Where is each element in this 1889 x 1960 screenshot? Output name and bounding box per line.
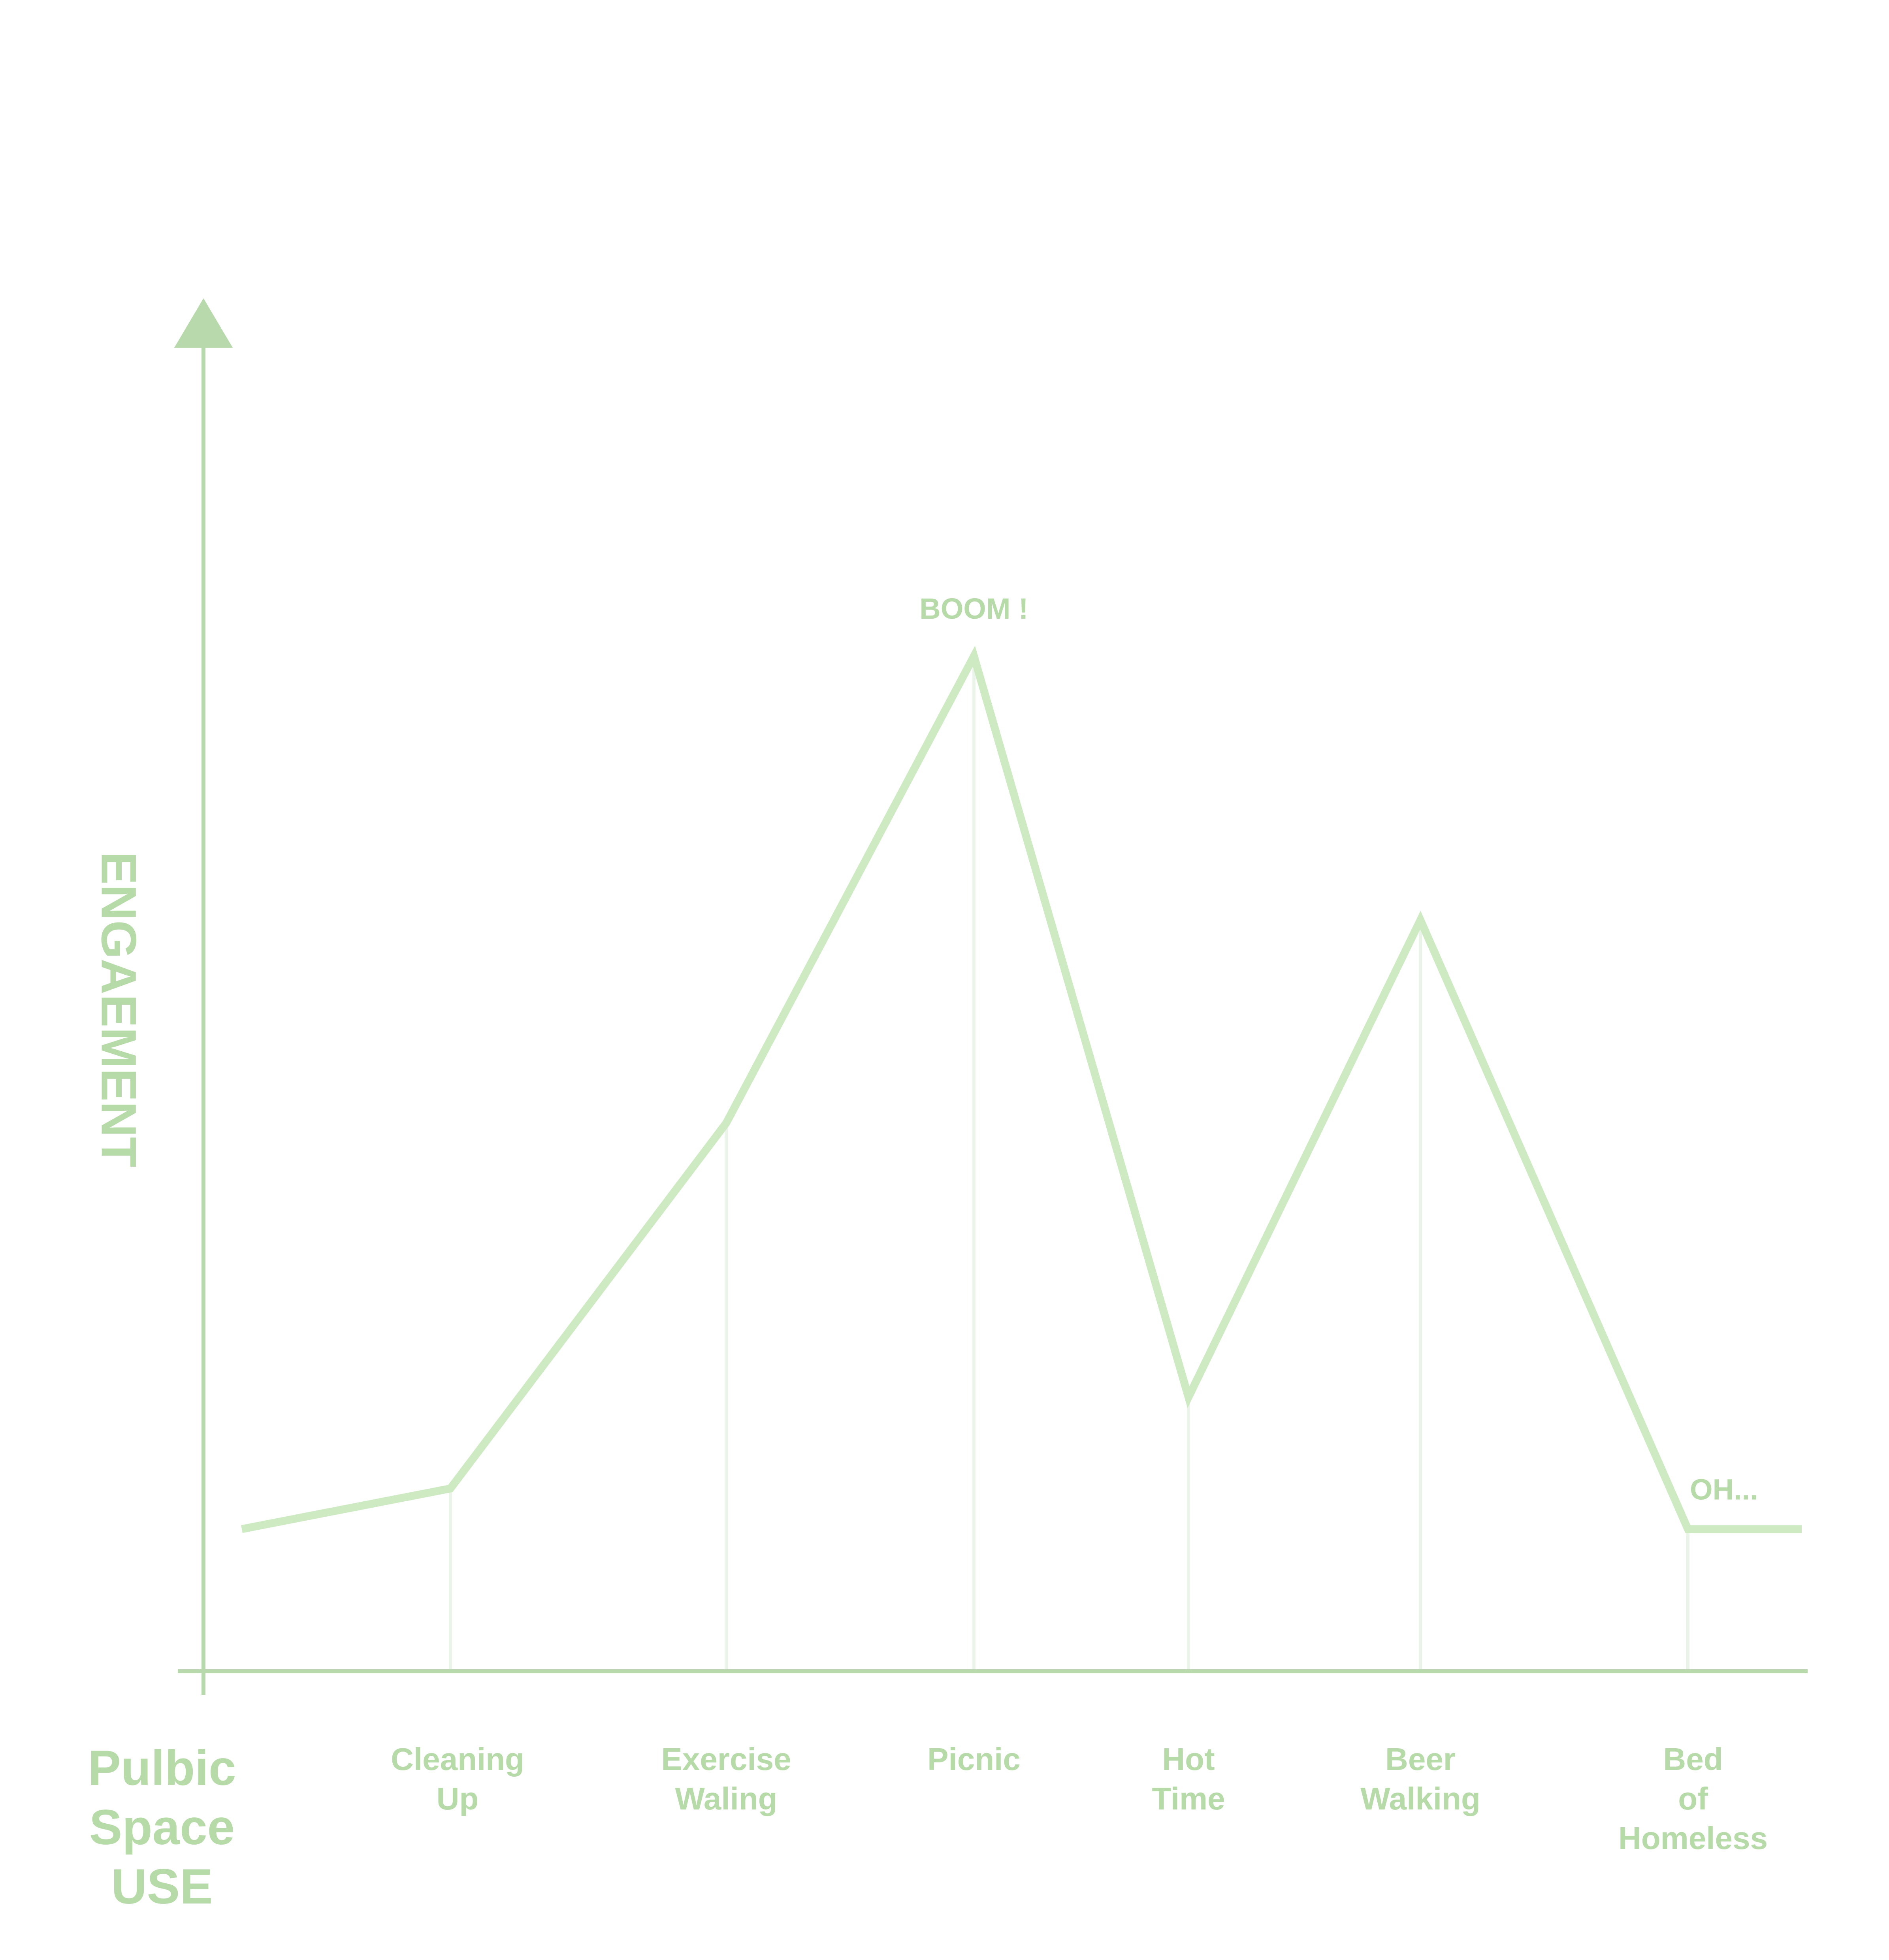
x-tick-label: Beer Walking: [1360, 1742, 1480, 1816]
x-tick-label: Exercise Waling: [661, 1742, 791, 1816]
series: [241, 646, 1802, 1533]
annotation-label: BOOM !: [919, 592, 1028, 625]
x-tick-label: Bed of Homeless: [1618, 1742, 1768, 1856]
y-axis-arrow-icon: [174, 298, 233, 348]
x-tick-label: Picnic: [927, 1742, 1021, 1777]
annotation-label: OH...: [1690, 1473, 1758, 1506]
axes: [174, 298, 1808, 1695]
annotations: BOOM ! OH...: [919, 592, 1758, 1506]
y-axis-label: ENGAEMENT: [91, 852, 146, 1167]
engagement-series-line: [241, 646, 1802, 1533]
x-tick-labels: Cleaning Up Exercise Waling Picnic Hot Time Bee…: [391, 1742, 1768, 1856]
x-tick-label: Cleaning Up: [391, 1742, 524, 1816]
x-axis-label: Pulbic Space USE: [88, 1741, 236, 1914]
x-tick-label: Hot Time: [1152, 1742, 1225, 1816]
drop-lines: [449, 656, 1689, 1671]
